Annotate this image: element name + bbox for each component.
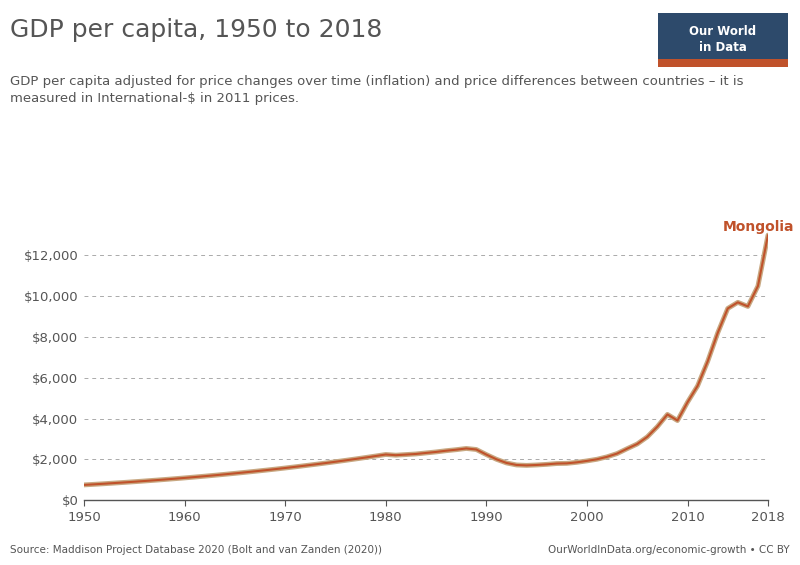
Text: OurWorldInData.org/economic-growth • CC BY: OurWorldInData.org/economic-growth • CC … xyxy=(548,545,790,555)
Text: Mongolia: Mongolia xyxy=(722,220,794,234)
Text: Our World
in Data: Our World in Data xyxy=(690,25,756,54)
Text: GDP per capita, 1950 to 2018: GDP per capita, 1950 to 2018 xyxy=(10,18,382,42)
Text: Source: Maddison Project Database 2020 (Bolt and van Zanden (2020)): Source: Maddison Project Database 2020 (… xyxy=(10,545,382,555)
Text: GDP per capita adjusted for price changes over time (inflation) and price differ: GDP per capita adjusted for price change… xyxy=(10,75,744,105)
